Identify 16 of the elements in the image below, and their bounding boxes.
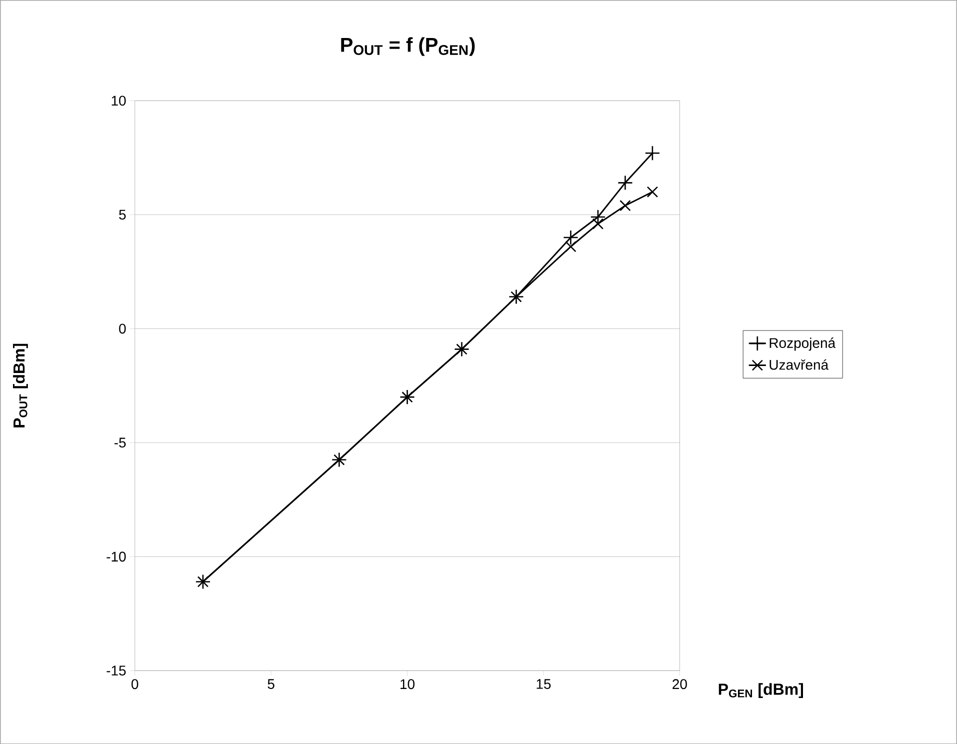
- y-tick-label: -5: [114, 438, 126, 448]
- y-tick-label: -15: [106, 666, 126, 676]
- x-tick-label: 10: [400, 679, 415, 689]
- x-axis-title: P$_{GEN}$ [dBm]: [718, 682, 803, 698]
- x-tick-label: 0: [132, 679, 138, 689]
- y-tick-label: 5: [119, 210, 126, 220]
- y-tick-label: -10: [106, 552, 126, 562]
- legend-label: Rozpojená: [770, 337, 836, 351]
- y-tick-label: 0: [119, 324, 126, 334]
- x-tick-label: 15: [536, 679, 551, 689]
- x-tick-label: 20: [672, 679, 687, 689]
- chart-title: P$_{OUT}$ = f (P$_{GEN}$): [341, 37, 475, 56]
- legend-label: Uzavřená: [770, 359, 829, 370]
- y-axis-title: P$_{OUT}$ [dBm]: [12, 344, 28, 428]
- y-tick-label: 10: [112, 96, 126, 106]
- x-tick-label: 5: [268, 679, 274, 689]
